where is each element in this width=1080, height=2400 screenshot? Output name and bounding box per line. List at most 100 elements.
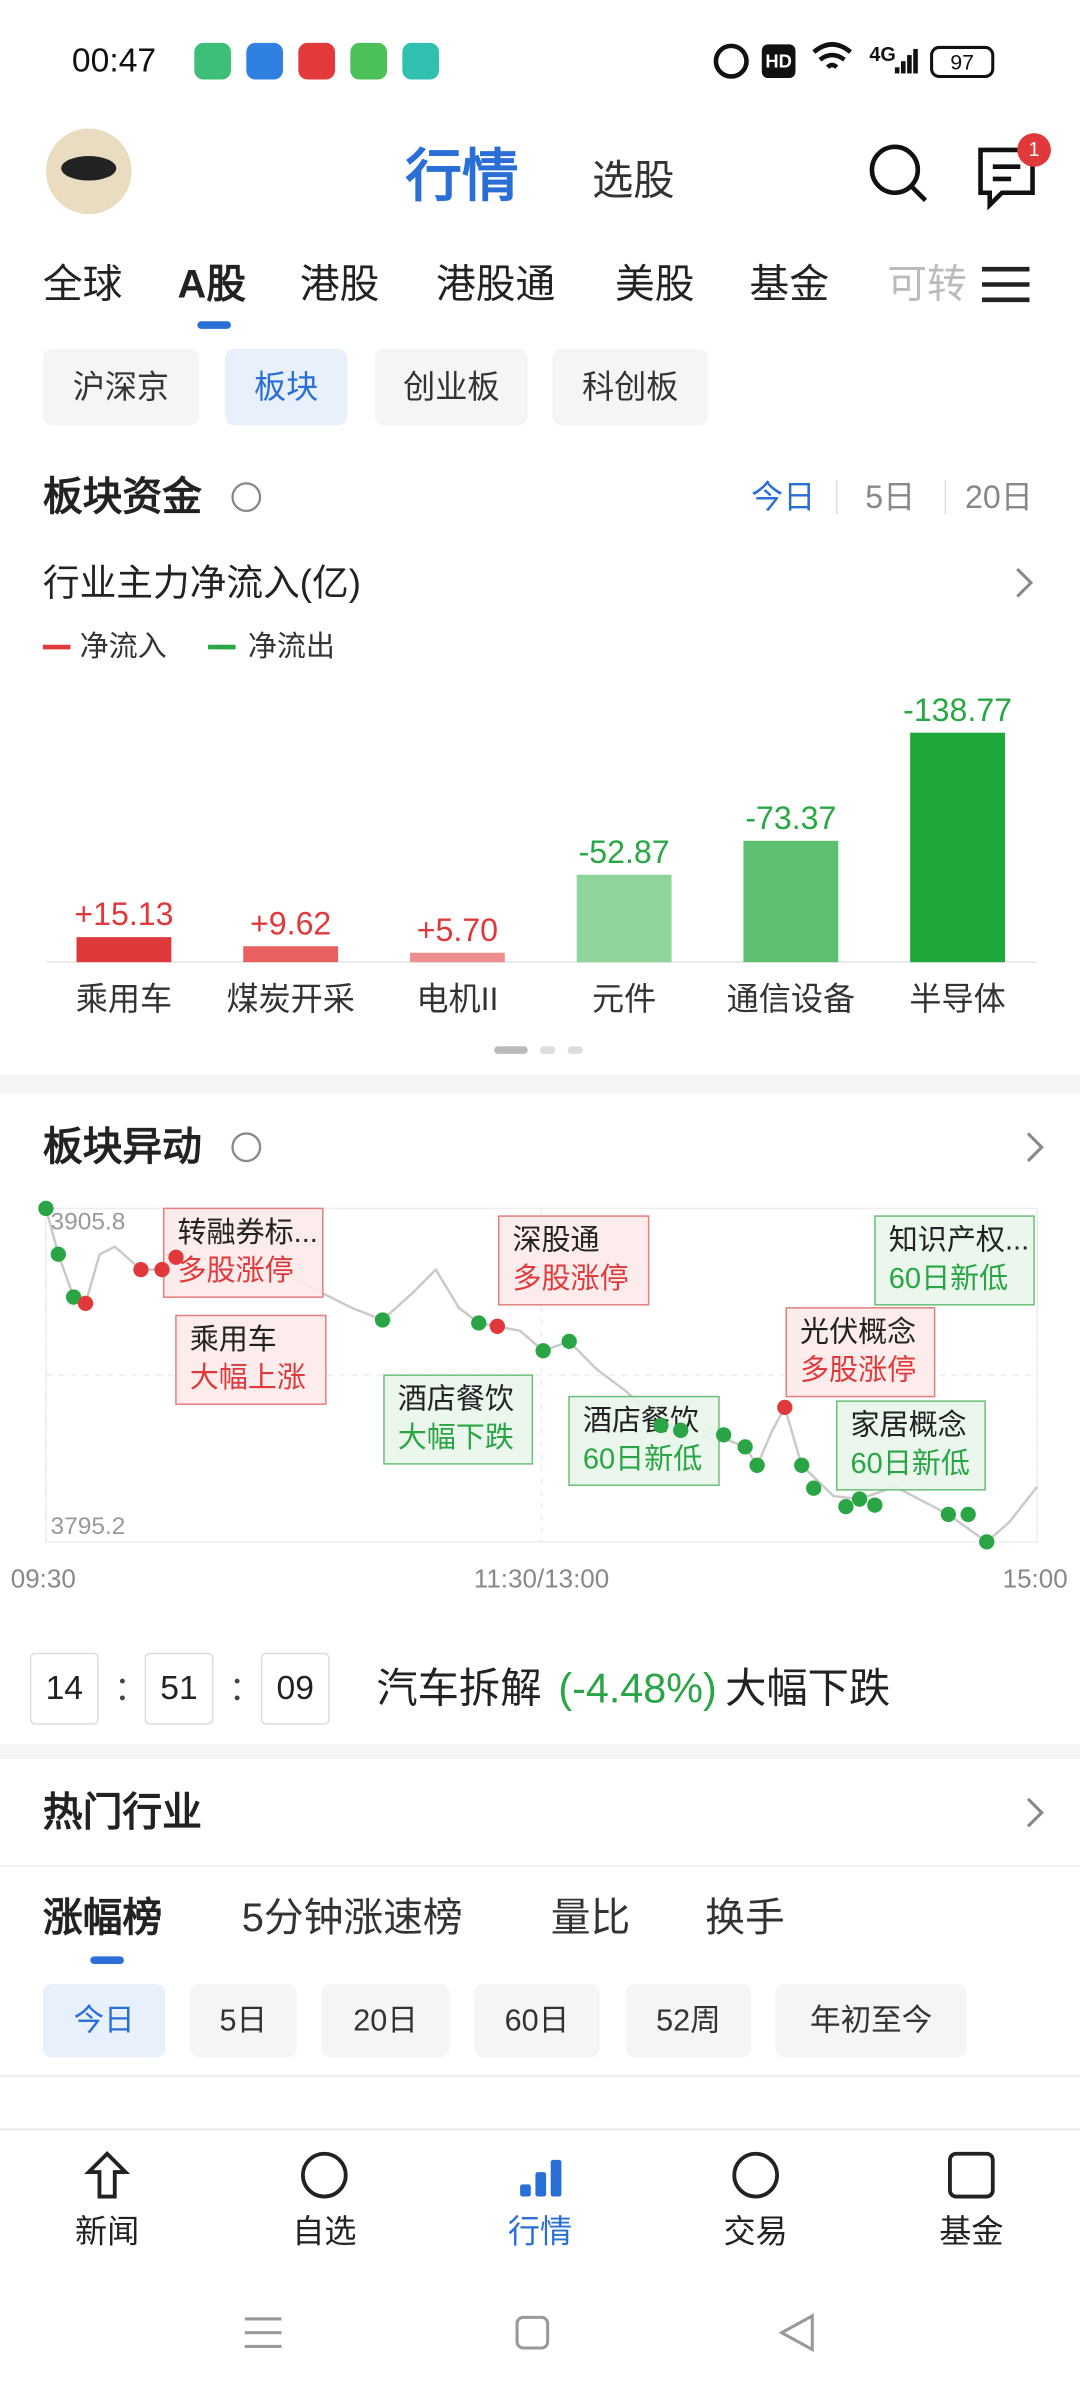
chevron[interactable] [1016, 567, 1034, 598]
legend-label: 净流入 [80, 630, 167, 663]
period-chip-label: 今日 [73, 2004, 134, 2038]
event-sector: 知识产权... [889, 1224, 1029, 1257]
hot-tab[interactable]: 换手 [705, 1896, 785, 1940]
event-dot [489, 1318, 505, 1334]
time-box [29, 1652, 99, 1725]
bar [409, 952, 505, 963]
period-chip-label: 60日 [505, 2004, 570, 2038]
event-dot [716, 1427, 732, 1443]
nav-label[interactable]: 基金 [939, 2214, 1003, 2250]
info-icon [231, 482, 262, 513]
hot-tab[interactable]: 量比 [551, 1896, 631, 1940]
period-chip[interactable] [321, 1983, 450, 2058]
period-chip-label: 20日 [353, 2004, 418, 2038]
period-chip[interactable] [474, 1983, 600, 2058]
bar-category: 电机II [416, 981, 498, 1017]
event-type: 大幅上涨 [190, 1361, 306, 1394]
hot-tab[interactable]: 涨幅榜 [43, 1896, 162, 1940]
y-tick-label: 3795.2 [51, 1513, 126, 1540]
bar-category: 半导体 [909, 981, 1005, 1017]
section-gap [0, 1075, 1080, 1094]
page-dot [567, 1046, 583, 1054]
nav-icon [732, 2151, 780, 2199]
board-chip-label: 创业板 [403, 369, 499, 405]
board-chip[interactable] [42, 348, 199, 426]
y-tick-label: 3905.8 [51, 1209, 126, 1236]
period-chip[interactable] [775, 1983, 967, 2058]
header-tab[interactable]: 选股 [592, 157, 675, 203]
search-icon[interactable] [869, 144, 921, 196]
period-tab[interactable]: 今日 [751, 479, 815, 515]
nav-icon [84, 2151, 131, 2199]
colon [119, 1678, 125, 1684]
signal-bar [900, 61, 906, 74]
period-tab[interactable]: 5日 [865, 479, 915, 515]
event-dot [77, 1295, 94, 1312]
event-dot [471, 1315, 487, 1331]
market-tab[interactable]: 美股 [615, 263, 695, 307]
badge-count: 1 [1029, 139, 1040, 161]
market-tab[interactable]: 港股通 [436, 263, 555, 307]
board-chip[interactable] [374, 348, 528, 426]
market-tab[interactable]: A股 [177, 263, 246, 307]
bar-label: -73.37 [745, 800, 836, 836]
alarm-icon [713, 43, 749, 79]
event-box [785, 1307, 936, 1398]
event-dot [673, 1422, 689, 1438]
bar [910, 732, 1006, 963]
event-dot [749, 1457, 765, 1473]
nav-label[interactable]: 自选 [292, 2214, 356, 2250]
chart-title: 行业主力净流入(亿) [43, 562, 361, 603]
hd-badge [761, 44, 796, 79]
nav-label[interactable]: 新闻 [75, 2214, 139, 2250]
period-chip-label: 5日 [219, 2004, 267, 2038]
event-dot [867, 1497, 883, 1513]
section-title: 热门行业 [43, 1791, 202, 1835]
chevron[interactable] [1026, 1132, 1044, 1163]
board-chip[interactable] [552, 348, 709, 426]
section-gap [0, 1743, 1080, 1760]
chevron[interactable] [1026, 1797, 1044, 1828]
event-type: 多股涨停 [177, 1254, 293, 1287]
bar [76, 937, 172, 963]
event-type: 大幅下跌 [398, 1421, 514, 1454]
hot-tab[interactable]: 5分钟涨速榜 [242, 1896, 463, 1940]
event-dot [979, 1534, 995, 1550]
nav-icon [550, 2159, 562, 2197]
event-sector: 乘用车 [190, 1323, 277, 1356]
page-dot [494, 1046, 528, 1054]
nav-label[interactable]: 交易 [724, 2214, 788, 2250]
market-tab[interactable]: 全球 [43, 263, 123, 307]
event-dot [168, 1249, 184, 1265]
avatar-mask [61, 156, 117, 181]
period-tab[interactable]: 20日 [965, 479, 1033, 515]
bar-label: +15.13 [74, 896, 173, 932]
event-box [835, 1400, 986, 1491]
period-chip[interactable] [625, 1983, 752, 2058]
bar-category: 煤炭开采 [226, 981, 354, 1017]
market-tab[interactable]: 可转 [887, 263, 967, 307]
market-tab[interactable]: 港股 [300, 263, 380, 307]
period-chip[interactable] [42, 1983, 166, 2058]
tab-indicator [197, 321, 232, 329]
event-dot [65, 1289, 82, 1305]
market-tab[interactable]: 基金 [750, 263, 830, 307]
event-box [497, 1215, 650, 1306]
app-icon [402, 42, 440, 80]
event-type: 60日新低 [889, 1262, 1008, 1295]
event-type: 60日新低 [851, 1447, 970, 1480]
nav-label[interactable]: 行情 [508, 2214, 572, 2250]
header-tab-active[interactable]: 行情 [405, 144, 518, 207]
event-dot [561, 1333, 577, 1350]
bar-label: +5.70 [417, 912, 498, 948]
bar-label: +9.62 [250, 905, 331, 941]
ticker-sector: 汽车拆解 [376, 1666, 541, 1712]
event-box [568, 1395, 720, 1487]
app-icon [246, 42, 284, 80]
x-tick-label: 15:00 [1003, 1564, 1068, 1594]
event-dot [154, 1261, 170, 1278]
app-icon [298, 42, 336, 80]
period-chip[interactable] [189, 1983, 297, 2058]
page-dot [540, 1046, 556, 1054]
board-chip[interactable] [224, 348, 348, 426]
